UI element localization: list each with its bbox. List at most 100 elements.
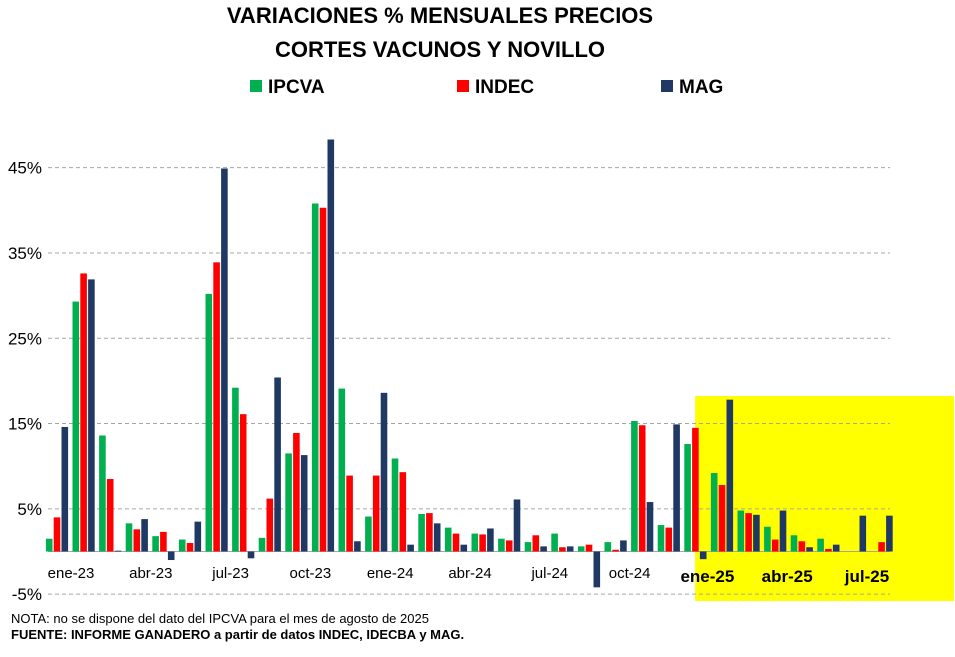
bar-indec <box>718 484 726 552</box>
x-tick-label: abr-24 <box>448 565 491 582</box>
legend-swatch-ipcva <box>250 80 262 92</box>
x-tick-label: oct-24 <box>609 565 651 582</box>
x-tick-label: jul-25 <box>844 567 889 586</box>
bar-ipcva <box>365 516 372 552</box>
legend-swatch-indec <box>457 80 469 92</box>
bar-indec <box>798 541 806 552</box>
bar-mag <box>354 541 361 552</box>
bar-ipcva <box>631 420 638 552</box>
bar-mag <box>114 550 122 552</box>
legend-swatch-mag <box>661 80 673 92</box>
bar-ipcva <box>152 536 159 552</box>
bar-mag <box>779 510 787 552</box>
bar-mag <box>513 499 521 552</box>
bar-indec <box>612 549 619 552</box>
bar-indec <box>106 479 114 552</box>
bar-indec <box>559 547 566 552</box>
bar-mag <box>673 424 680 552</box>
bar-mag <box>646 502 654 552</box>
x-tick-label: ene-25 <box>680 567 734 586</box>
bar-ipcva <box>657 525 665 552</box>
x-tick-label: ene-23 <box>48 565 95 582</box>
bar-indec <box>665 527 673 552</box>
bar-ipcva <box>498 538 505 552</box>
bar-ipcva <box>258 537 266 552</box>
bar-indec <box>745 513 752 552</box>
bar-ipcva <box>285 453 292 552</box>
bar-ipcva <box>604 542 612 552</box>
bar-indec <box>239 414 247 552</box>
bar-mag <box>141 519 148 552</box>
bar-ipcva <box>471 533 479 552</box>
bar-ipcva <box>577 546 585 552</box>
bar-ipcva <box>524 542 532 552</box>
bar-ipcva <box>338 388 346 552</box>
bar-indec <box>505 540 513 552</box>
bar-indec <box>878 542 885 552</box>
x-tick-label: jul-23 <box>211 565 249 582</box>
bar-ipcva <box>551 533 558 552</box>
y-tick-label: 15% <box>8 415 42 434</box>
y-tick-label: 45% <box>8 159 42 178</box>
bar-indec <box>80 273 87 552</box>
bar-ipcva <box>391 458 399 552</box>
bar-mag <box>327 139 335 552</box>
bar-mag <box>593 551 601 588</box>
bar-indec <box>638 425 646 552</box>
y-tick-label: 25% <box>8 329 42 348</box>
footnote: NOTA: no se dispone del dato del IPCVA p… <box>11 611 429 626</box>
source-note: FUENTE: INFORME GANADERO a partir de dat… <box>11 627 465 642</box>
bar-mag <box>221 168 228 552</box>
bar-ipcva <box>311 203 319 552</box>
bar-indec <box>293 432 300 552</box>
highlight-region <box>695 396 954 601</box>
legend-label-mag: MAG <box>679 77 723 98</box>
bar-ipcva <box>99 435 106 552</box>
chart-title-line: CORTES VACUNOS Y NOVILLO <box>275 37 605 62</box>
bar-ipcva <box>72 301 80 552</box>
chart-title-line: VARIACIONES % MENSUALES PRECIOS <box>227 3 653 28</box>
bar-indec <box>213 262 220 552</box>
bar-indec <box>692 427 699 552</box>
bar-ipcva <box>710 473 718 552</box>
bar-indec <box>346 475 353 552</box>
bar-mag <box>566 546 574 552</box>
legend-label-indec: INDEC <box>475 77 534 98</box>
bar-mag <box>61 426 69 552</box>
bar-mag <box>407 544 414 552</box>
bar-indec <box>372 475 380 552</box>
bar-ipcva <box>178 539 186 552</box>
bar-mag <box>620 540 627 552</box>
y-tick-label: 5% <box>17 500 42 519</box>
bar-indec <box>585 544 593 552</box>
bar-mag <box>167 551 175 561</box>
bar-ipcva <box>418 513 425 552</box>
bar-mag <box>380 392 388 552</box>
bar-mag <box>88 279 95 552</box>
bar-indec <box>452 533 460 552</box>
bar-ipcva <box>205 293 213 552</box>
bar-mag <box>886 515 893 552</box>
bar-indec <box>771 539 779 552</box>
bar-indec <box>319 207 327 552</box>
bar-ipcva <box>790 535 798 552</box>
bar-indec <box>426 513 433 552</box>
bar-indec <box>825 548 832 552</box>
x-tick-label: abr-23 <box>129 565 172 582</box>
legend-label-ipcva: IPCVA <box>268 77 325 98</box>
bar-indec <box>399 472 407 552</box>
bar-ipcva <box>125 523 133 552</box>
bar-ipcva <box>764 526 771 552</box>
bar-mag <box>247 551 255 559</box>
bar-ipcva <box>444 527 452 552</box>
bar-mag <box>806 547 813 552</box>
bar-mag <box>859 515 867 552</box>
bar-ipcva <box>684 444 691 552</box>
bar-indec <box>186 542 194 552</box>
bar-indec <box>266 498 274 552</box>
bar-indec <box>53 517 61 552</box>
bar-ipcva <box>737 510 745 552</box>
y-tick-label: -5% <box>12 585 42 604</box>
bar-mag <box>832 544 840 552</box>
y-tick-label: 35% <box>8 244 42 263</box>
